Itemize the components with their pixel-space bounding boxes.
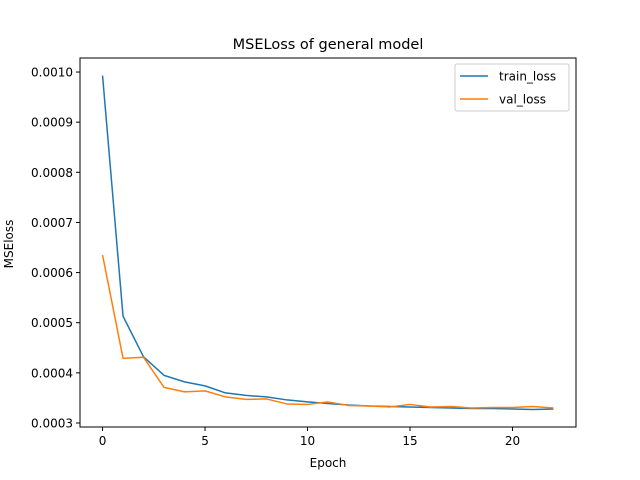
x-tick-label: 20 xyxy=(505,434,520,448)
chart-title: MSELoss of general model xyxy=(233,37,424,53)
x-tick-label: 0 xyxy=(99,434,107,448)
legend-label-val_loss: val_loss xyxy=(499,93,546,107)
y-tick-label: 0.0008 xyxy=(31,166,73,180)
plot-lines xyxy=(101,75,554,411)
y-axis-ticks: 0.0003 0.0004 0.0005 0.0006 0.0007 0.0008 0.00… xyxy=(31,66,80,430)
x-axis-label: Epoch xyxy=(310,456,347,470)
y-tick-label: 0.0006 xyxy=(31,266,73,280)
y-tick-label: 0.0005 xyxy=(31,316,73,330)
y-axis-label: MSEloss xyxy=(2,220,16,269)
legend-label-train_loss: train_loss xyxy=(499,70,556,84)
y-tick-label: 0.0007 xyxy=(31,216,73,230)
x-tick-label: 5 xyxy=(201,434,209,448)
x-tick-label: 10 xyxy=(300,434,315,448)
series-line-val_loss xyxy=(101,254,554,409)
y-tick-label: 0.0003 xyxy=(31,416,73,430)
x-tick-label: 15 xyxy=(402,434,417,448)
y-tick-label: 0.0010 xyxy=(31,66,73,80)
axes-frame xyxy=(79,57,577,428)
y-tick-label: 0.0004 xyxy=(31,366,73,380)
y-tick-label: 0.0009 xyxy=(31,116,73,130)
legend: train_loss val_loss xyxy=(454,63,570,112)
x-axis-ticks: 0 5 10 15 20 xyxy=(99,427,520,448)
